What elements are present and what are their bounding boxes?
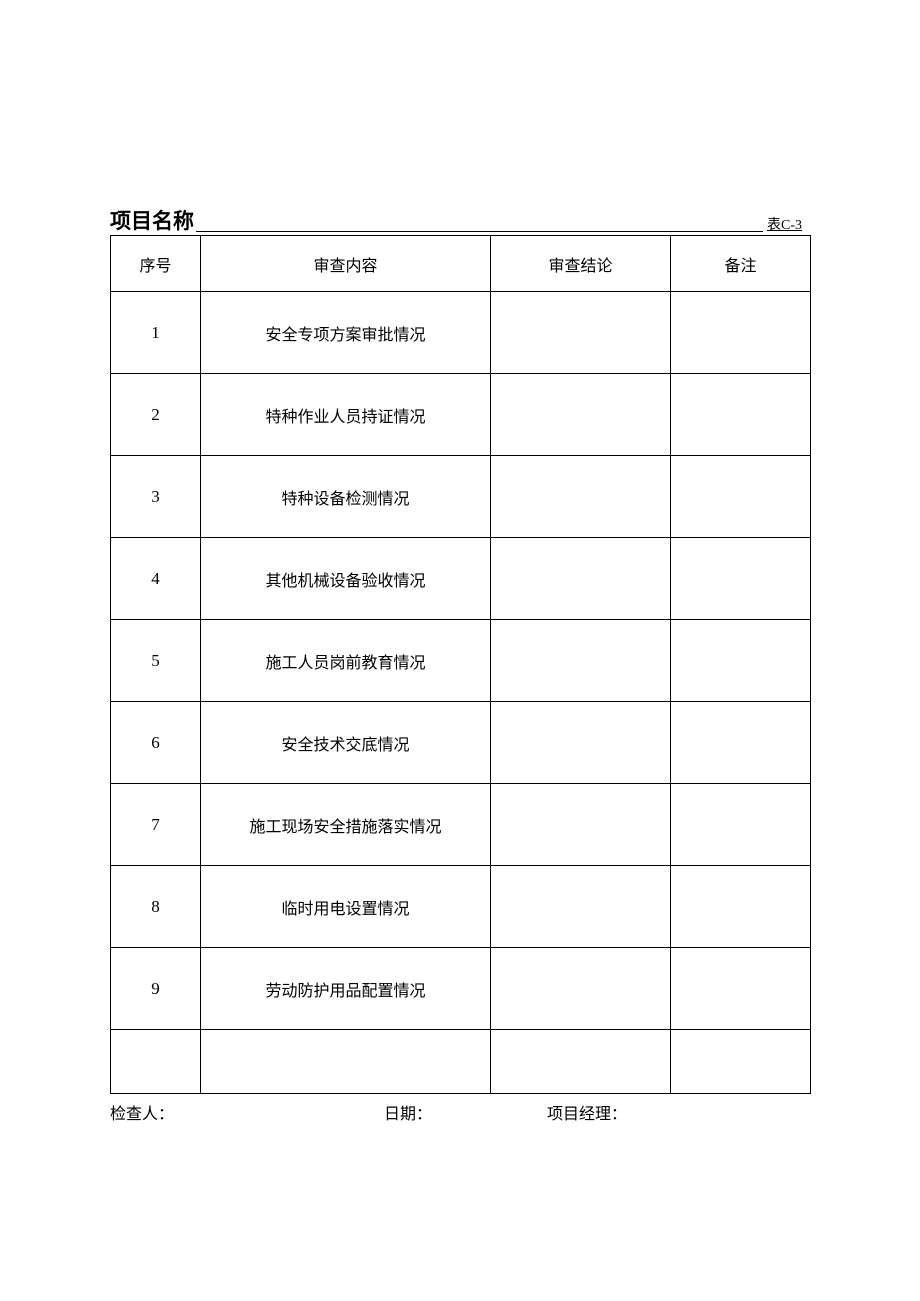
cell-seq: 8 — [111, 866, 201, 948]
cell-result — [491, 620, 671, 702]
form-page: 项目名称 表C-3 序号 审查内容 审查结论 备注 1 安全专项方案审批情况 — [110, 205, 810, 1124]
cell-seq: 5 — [111, 620, 201, 702]
cell-content: 施工现场安全措施落实情况 — [201, 784, 491, 866]
col-header-result: 审查结论 — [491, 236, 671, 292]
table-row: 7 施工现场安全措施落实情况 — [111, 784, 811, 866]
cell-result — [491, 866, 671, 948]
project-name-underline — [196, 231, 763, 232]
cell-remark — [671, 292, 811, 374]
table-row — [111, 1030, 811, 1094]
cell-seq — [111, 1030, 201, 1094]
cell-remark — [671, 620, 811, 702]
table-row: 1 安全专项方案审批情况 — [111, 292, 811, 374]
cell-result — [491, 1030, 671, 1094]
footer-row: 检查人： 日期： 项目经理： — [110, 1100, 810, 1124]
cell-result — [491, 702, 671, 784]
table-row: 5 施工人员岗前教育情况 — [111, 620, 811, 702]
header-row: 项目名称 表C-3 — [110, 205, 810, 235]
cell-result — [491, 456, 671, 538]
cell-remark — [671, 948, 811, 1030]
table-row: 2 特种作业人员持证情况 — [111, 374, 811, 456]
col-header-seq: 序号 — [111, 236, 201, 292]
table-header-row: 序号 审查内容 审查结论 备注 — [111, 236, 811, 292]
cell-seq: 6 — [111, 702, 201, 784]
cell-content: 临时用电设置情况 — [201, 866, 491, 948]
cell-remark — [671, 374, 811, 456]
col-header-remark: 备注 — [671, 236, 811, 292]
review-table: 序号 审查内容 审查结论 备注 1 安全专项方案审批情况 2 特种作业人员持证情… — [110, 235, 811, 1094]
cell-result — [491, 948, 671, 1030]
cell-result — [491, 784, 671, 866]
table-row: 3 特种设备检测情况 — [111, 456, 811, 538]
col-header-content: 审查内容 — [201, 236, 491, 292]
cell-result — [491, 538, 671, 620]
cell-content: 其他机械设备验收情况 — [201, 538, 491, 620]
cell-seq: 1 — [111, 292, 201, 374]
cell-seq: 2 — [111, 374, 201, 456]
cell-remark — [671, 538, 811, 620]
cell-content — [201, 1030, 491, 1094]
cell-seq: 4 — [111, 538, 201, 620]
cell-result — [491, 374, 671, 456]
cell-content: 劳动防护用品配置情况 — [201, 948, 491, 1030]
cell-seq: 9 — [111, 948, 201, 1030]
cell-content: 安全技术交底情况 — [201, 702, 491, 784]
table-row: 4 其他机械设备验收情况 — [111, 538, 811, 620]
inspector-label: 检查人： — [110, 1100, 174, 1124]
cell-seq: 3 — [111, 456, 201, 538]
date-label: 日期： — [384, 1100, 432, 1124]
cell-remark — [671, 1030, 811, 1094]
cell-content: 施工人员岗前教育情况 — [201, 620, 491, 702]
cell-remark — [671, 456, 811, 538]
cell-remark — [671, 702, 811, 784]
cell-content: 特种设备检测情况 — [201, 456, 491, 538]
table-code-label: 表C-3 — [767, 214, 802, 235]
table-row: 6 安全技术交底情况 — [111, 702, 811, 784]
project-name-label: 项目名称 — [110, 205, 194, 235]
cell-seq: 7 — [111, 784, 201, 866]
table-row: 9 劳动防护用品配置情况 — [111, 948, 811, 1030]
cell-remark — [671, 866, 811, 948]
cell-content: 安全专项方案审批情况 — [201, 292, 491, 374]
table-row: 8 临时用电设置情况 — [111, 866, 811, 948]
cell-content: 特种作业人员持证情况 — [201, 374, 491, 456]
project-manager-label: 项目经理： — [547, 1100, 627, 1124]
cell-result — [491, 292, 671, 374]
cell-remark — [671, 784, 811, 866]
